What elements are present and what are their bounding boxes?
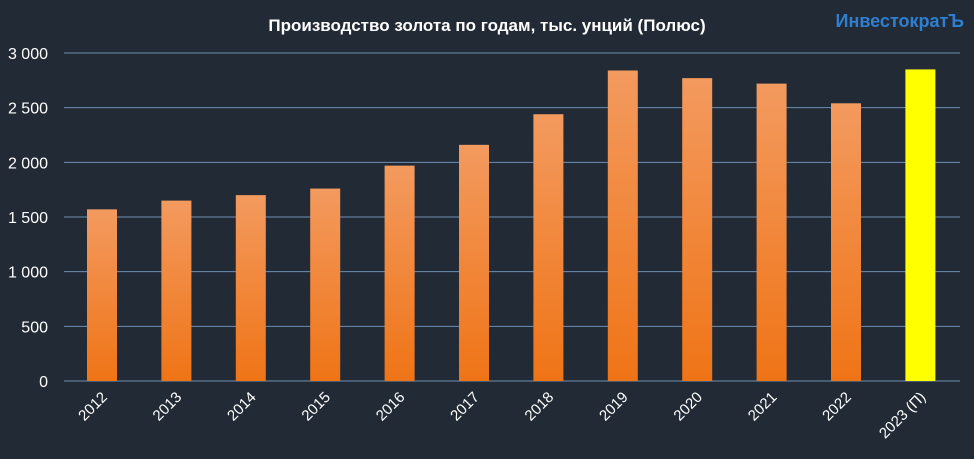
y-tick-label: 500 — [21, 319, 48, 336]
x-axis-ticks: 2012 2013 2014 2015 2016 2017 2018 2019 2020 2021… — [75, 389, 929, 442]
bar — [310, 188, 341, 381]
bar — [831, 103, 861, 381]
x-tick-label: 2021 — [745, 389, 781, 425]
bar — [682, 78, 713, 381]
bar — [533, 114, 564, 381]
y-axis-ticks: 0 500 1 000 1 500 2 000 2 500 3 000 — [8, 46, 48, 391]
chart-title: Производство золота по годам, тыс. унций… — [268, 16, 705, 35]
bars — [87, 69, 936, 382]
bar — [87, 209, 117, 381]
x-tick-label: 2013 — [150, 389, 186, 425]
bar-forecast — [905, 69, 936, 382]
brand-watermark: ИнвестократЪ — [836, 11, 965, 31]
x-tick-label: 2012 — [75, 389, 111, 425]
grid — [64, 52, 960, 382]
bar — [607, 70, 638, 381]
x-tick-label: 2014 — [224, 389, 260, 425]
x-tick-label: 2016 — [373, 389, 409, 425]
y-tick-label: 0 — [39, 374, 48, 391]
y-tick-label: 2 500 — [8, 101, 48, 118]
bar — [161, 200, 192, 381]
y-tick-label: 1 000 — [8, 265, 48, 282]
x-tick-label: 2022 — [819, 389, 855, 425]
y-tick-label: 3 000 — [8, 46, 48, 63]
bar — [235, 195, 266, 381]
bar — [384, 165, 415, 381]
x-tick-label: 2020 — [670, 389, 706, 425]
y-tick-label: 2 000 — [8, 155, 48, 172]
x-tick-label: 2018 — [522, 389, 558, 425]
x-tick-label: 2017 — [447, 389, 483, 425]
x-tick-label: 2015 — [298, 389, 334, 425]
bar — [756, 83, 787, 381]
x-tick-label: 2019 — [596, 389, 632, 425]
bar — [459, 144, 489, 381]
y-tick-label: 1 500 — [8, 210, 48, 227]
x-tick-label: 2023 (П) — [876, 389, 929, 442]
